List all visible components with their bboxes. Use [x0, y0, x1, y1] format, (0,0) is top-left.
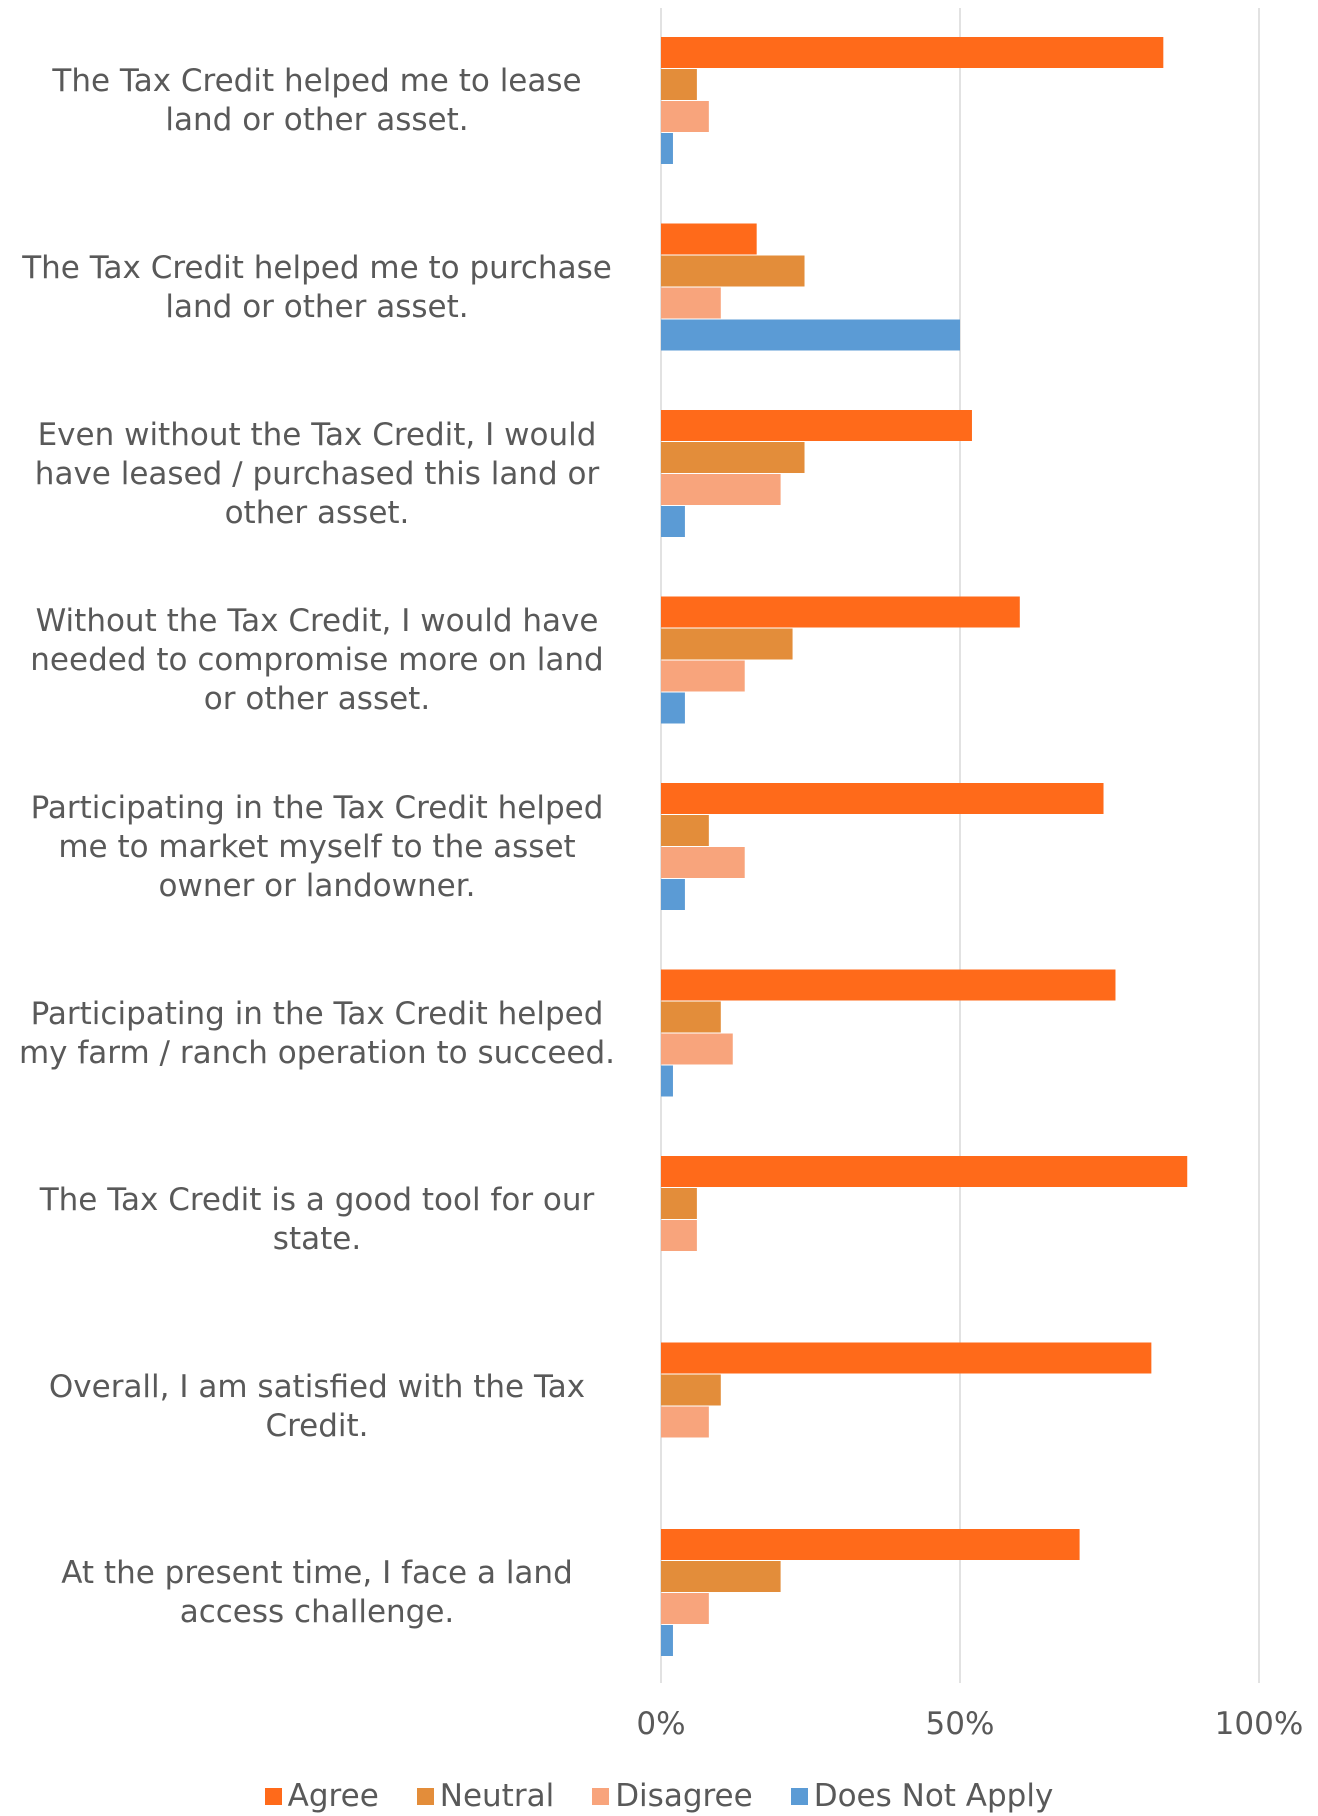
bar-agree-8: [661, 1529, 1080, 1560]
bar-agree-4: [661, 783, 1104, 814]
legend-item: Disagree: [592, 1778, 753, 1814]
bar-agree-6: [661, 1156, 1188, 1187]
bar-does-not-apply-3: [661, 692, 685, 724]
legend-label: Neutral: [439, 1778, 555, 1814]
legend-swatch: [592, 1787, 610, 1805]
bar-does-not-apply-2: [661, 506, 685, 537]
bar-neutral-2: [661, 442, 805, 473]
bar-disagree-1: [661, 287, 721, 319]
bar-agree-2: [661, 410, 972, 441]
category-label: Participating in the Tax Credit helped me…: [30, 789, 604, 904]
bar-does-not-apply-1: [661, 319, 960, 351]
bar-agree-0: [661, 37, 1164, 68]
bar-disagree-0: [661, 101, 709, 132]
category-label: Overall, I am satisfied with the Tax Cred…: [48, 1368, 586, 1444]
bar-neutral-8: [661, 1561, 781, 1592]
x-tick-label: 0%: [636, 1706, 686, 1742]
legend-swatch: [416, 1787, 434, 1805]
bar-agree-5: [661, 969, 1116, 1001]
x-tick-label: 50%: [925, 1706, 995, 1742]
chart-legend: Agree Neutral Disagree Does Not Apply: [0, 1776, 1318, 1816]
bar-disagree-5: [661, 1033, 733, 1065]
legend-swatch: [790, 1787, 808, 1805]
category-label: At the present time, I face a land access…: [61, 1555, 573, 1630]
bar-disagree-7: [661, 1406, 709, 1438]
category-label: The Tax Credit is a good tool for our sta…: [39, 1182, 595, 1257]
bar-agree-3: [661, 596, 1020, 628]
bar-neutral-5: [661, 1001, 721, 1033]
legend-label: Agree: [287, 1778, 379, 1814]
bar-disagree-2: [661, 474, 781, 505]
bar-neutral-0: [661, 69, 697, 100]
bar-neutral-7: [661, 1374, 721, 1406]
bar-does-not-apply-4: [661, 879, 685, 910]
bar-neutral-3: [661, 628, 793, 660]
bar-disagree-8: [661, 1593, 709, 1624]
category-label: Without the Tax Credit, I would have need…: [30, 603, 604, 717]
legend-swatch: [264, 1787, 282, 1805]
legend-item: Agree: [264, 1778, 379, 1814]
bar-agree-1: [661, 223, 757, 255]
bar-neutral-4: [661, 815, 709, 846]
bar-does-not-apply-8: [661, 1625, 673, 1656]
bar-disagree-3: [661, 660, 745, 692]
x-tick-label: 100%: [1214, 1706, 1304, 1742]
bar-does-not-apply-5: [661, 1065, 673, 1097]
category-label: Even without the Tax Credit, I would have…: [34, 416, 600, 531]
category-label: The Tax Credit helped me to purchase land…: [22, 249, 612, 325]
legend-item: Does Not Apply: [790, 1778, 1054, 1814]
bar-disagree-6: [661, 1220, 697, 1251]
bar-neutral-6: [661, 1188, 697, 1219]
bar-neutral-1: [661, 255, 805, 287]
category-label: Participating in the Tax Credit helped my…: [18, 995, 616, 1071]
bar-disagree-4: [661, 847, 745, 878]
legend-item: Neutral: [416, 1778, 555, 1814]
bar-does-not-apply-0: [661, 133, 673, 164]
category-label: The Tax Credit helped me to lease land or…: [52, 63, 582, 138]
legend-label: Disagree: [615, 1778, 753, 1814]
legend-label: Does Not Apply: [813, 1778, 1054, 1814]
bar-agree-7: [661, 1342, 1152, 1374]
